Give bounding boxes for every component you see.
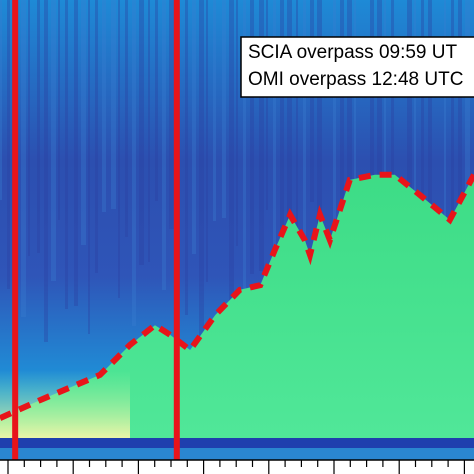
streak <box>296 0 298 324</box>
streak <box>310 0 314 202</box>
streak <box>391 0 394 247</box>
streak <box>21 0 26 317</box>
streak <box>65 0 68 309</box>
surface-band <box>0 438 474 448</box>
legend-box <box>240 36 474 98</box>
streak <box>58 0 60 220</box>
streak <box>155 0 158 201</box>
streak <box>407 0 412 333</box>
annotation: SCIA overpass 09:59 UT <box>248 42 457 63</box>
streak <box>229 0 234 307</box>
streak <box>88 0 90 334</box>
streak <box>303 0 306 263</box>
streak <box>199 0 204 343</box>
streak <box>465 0 470 203</box>
streak <box>206 0 208 282</box>
streak <box>213 0 216 221</box>
axis-ticks <box>7 460 465 474</box>
streak <box>169 0 174 229</box>
streak <box>95 0 98 273</box>
streak <box>28 0 30 256</box>
streak <box>250 0 254 274</box>
streak <box>414 0 416 272</box>
surface-band <box>0 448 474 460</box>
streak <box>243 0 246 335</box>
streak <box>236 0 238 246</box>
streak <box>7 0 10 289</box>
streak <box>111 0 116 209</box>
streak <box>458 0 462 264</box>
streak <box>347 0 352 255</box>
streak <box>102 0 106 212</box>
streak <box>333 0 336 227</box>
streak <box>0 0 2 200</box>
streak <box>222 0 226 218</box>
streak <box>354 0 356 344</box>
streak <box>259 0 264 271</box>
streak <box>37 0 40 253</box>
near-surface <box>0 370 130 440</box>
streak <box>340 0 344 316</box>
streak <box>118 0 120 298</box>
streak <box>132 0 136 326</box>
streak <box>81 0 86 245</box>
streak <box>377 0 382 219</box>
streak <box>51 0 56 281</box>
streak <box>185 0 188 315</box>
series-line <box>0 171 474 421</box>
streak <box>280 0 284 238</box>
streak <box>125 0 128 237</box>
streak <box>192 0 196 254</box>
streak <box>451 0 454 325</box>
streak <box>317 0 322 291</box>
streak <box>370 0 374 280</box>
streak <box>148 0 150 262</box>
streak <box>287 0 292 327</box>
annotation: OMI overpass 12:48 UTC <box>248 69 463 90</box>
overlay <box>0 0 474 460</box>
streak <box>162 0 166 290</box>
streak <box>139 0 144 265</box>
streak <box>444 0 446 236</box>
streak <box>44 0 48 342</box>
streak <box>428 0 432 300</box>
streak <box>266 0 268 210</box>
streak <box>273 0 276 299</box>
streak <box>384 0 386 308</box>
streak <box>74 0 78 306</box>
streak <box>421 0 424 211</box>
